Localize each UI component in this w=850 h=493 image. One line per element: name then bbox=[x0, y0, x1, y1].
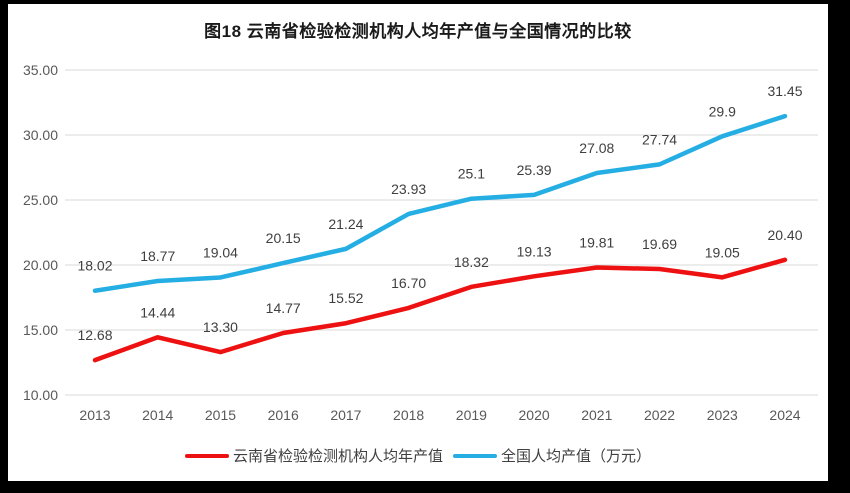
data-label-yunnan: 19.05 bbox=[705, 244, 740, 260]
chart-title: 图18 云南省检验检测机构人均年产值与全国情况的比较 bbox=[204, 22, 632, 41]
y-tick-label: 30.00 bbox=[23, 127, 58, 143]
data-label-yunnan: 12.68 bbox=[77, 327, 112, 343]
x-tick-label: 2022 bbox=[644, 407, 675, 423]
data-label-national: 25.1 bbox=[458, 166, 485, 182]
chart-canvas: 10.00 15.00 20.00 25.00 30.00 35.00 2013 2014 20… bbox=[8, 4, 828, 481]
data-label-yunnan: 18.32 bbox=[454, 254, 489, 270]
data-label-national: 18.77 bbox=[140, 248, 175, 264]
data-label-national: 19.04 bbox=[203, 244, 238, 260]
series-line-yunnan bbox=[92, 257, 788, 363]
x-tick-label: 2020 bbox=[519, 407, 550, 423]
y-tick-label: 15.00 bbox=[23, 322, 58, 338]
data-label-yunnan: 14.44 bbox=[140, 304, 175, 320]
x-tick-label: 2019 bbox=[456, 407, 487, 423]
data-label-national: 27.08 bbox=[579, 140, 614, 156]
legend-item-yunnan: 云南省检验检测机构人均年产值 bbox=[184, 445, 443, 466]
data-label-national: 20.15 bbox=[266, 230, 301, 246]
series-line-national bbox=[92, 113, 788, 293]
x-tick-label: 2014 bbox=[142, 407, 173, 423]
x-tick-label: 2023 bbox=[707, 407, 738, 423]
data-label-yunnan: 19.13 bbox=[517, 243, 552, 259]
chart-legend: 云南省检验检测机构人均年产值 全国人均产值（万元） bbox=[8, 445, 828, 466]
x-tick-label: 2018 bbox=[393, 407, 424, 423]
line-chart-plot-area: 10.00 15.00 20.00 25.00 30.00 35.00 2013 2014 20… bbox=[23, 62, 818, 423]
data-label-national: 21.24 bbox=[328, 216, 363, 232]
data-label-national: 27.74 bbox=[642, 131, 677, 147]
data-label-yunnan: 14.77 bbox=[266, 300, 301, 316]
data-label-yunnan: 19.81 bbox=[579, 234, 614, 250]
x-tick-label: 2013 bbox=[79, 407, 110, 423]
legend-item-national: 全国人均产值（万元） bbox=[453, 445, 651, 466]
data-label-yunnan: 20.40 bbox=[767, 227, 802, 243]
data-label-yunnan: 13.30 bbox=[203, 319, 238, 335]
data-label-yunnan: 16.70 bbox=[391, 275, 426, 291]
legend-line-swatch-national bbox=[453, 453, 497, 458]
y-tick-label: 25.00 bbox=[23, 192, 58, 208]
data-label-national: 23.93 bbox=[391, 181, 426, 197]
legend-label-yunnan: 云南省检验检测机构人均年产值 bbox=[232, 448, 443, 465]
data-label-national: 29.9 bbox=[709, 103, 736, 119]
x-tick-label: 2016 bbox=[268, 407, 299, 423]
y-tick-label: 10.00 bbox=[23, 387, 58, 403]
y-tick-label: 20.00 bbox=[23, 257, 58, 273]
x-tick-label: 2017 bbox=[330, 407, 361, 423]
data-label-yunnan: 15.52 bbox=[328, 290, 363, 306]
y-tick-label: 35.00 bbox=[23, 62, 58, 78]
data-label-national: 25.39 bbox=[517, 162, 552, 178]
data-label-national: 31.45 bbox=[767, 83, 802, 99]
x-tick-label: 2015 bbox=[205, 407, 236, 423]
legend-label-national: 全国人均产值（万元） bbox=[501, 448, 652, 465]
data-label-yunnan: 19.69 bbox=[642, 236, 677, 252]
data-label-national: 18.02 bbox=[77, 258, 112, 274]
x-tick-label: 2024 bbox=[769, 407, 800, 423]
x-tick-label: 2021 bbox=[581, 407, 612, 423]
legend-line-swatch-yunnan bbox=[184, 453, 229, 458]
